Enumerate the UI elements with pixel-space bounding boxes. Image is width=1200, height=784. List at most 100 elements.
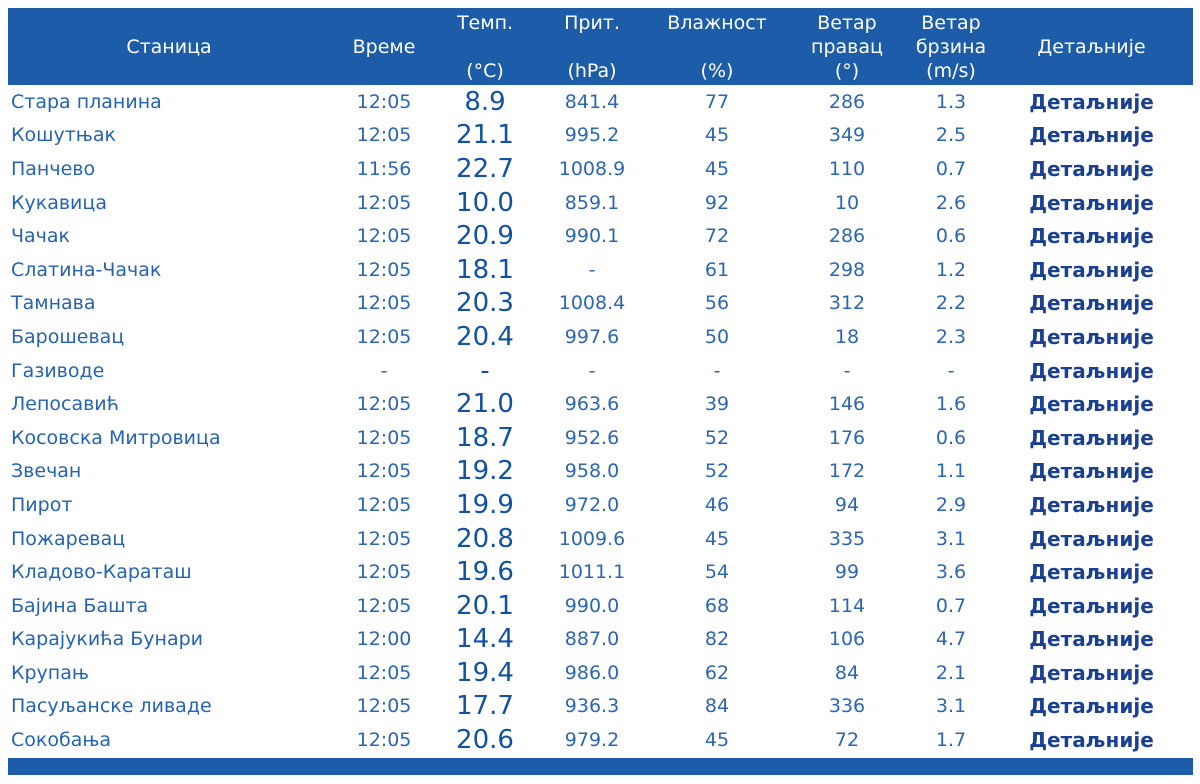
temperature-value: 14.4 <box>456 624 514 655</box>
wind-speed-value: 0.7 <box>935 157 967 180</box>
pressure-value: 841.4 <box>564 90 620 113</box>
humidity-value: 72 <box>704 225 730 248</box>
temperature-value: 10.0 <box>456 187 514 218</box>
humidity-value: 77 <box>704 90 730 113</box>
wind-speed-value: 3.6 <box>935 561 967 584</box>
details-link[interactable]: Детаљније <box>1029 560 1154 585</box>
details-link[interactable]: Детаљније <box>1029 123 1154 148</box>
wind-direction-value: 312 <box>828 292 866 315</box>
pressure-value: 952.6 <box>564 426 620 449</box>
temperature-value: 20.9 <box>456 221 514 252</box>
wind-direction-value: 336 <box>828 695 866 718</box>
temperature-value: 18.7 <box>456 422 514 453</box>
table-header: Станица Време Темп. (°C) Прит. (hPa) <box>8 8 1193 85</box>
details-link[interactable]: Детаљније <box>1029 190 1154 215</box>
station-name: Пожаревац <box>11 527 126 550</box>
column-header-time: Време <box>330 8 438 85</box>
details-link[interactable]: Детаљније <box>1029 358 1154 383</box>
observation-time: 11:56 <box>356 157 412 180</box>
column-header-temperature: Темп. (°C) <box>438 8 532 85</box>
details-cell: Детаљније <box>990 690 1193 724</box>
details-link[interactable]: Детаљније <box>1029 492 1154 517</box>
details-link[interactable]: Детаљније <box>1029 324 1154 349</box>
details-cell: Детаљније <box>990 589 1193 623</box>
details-link[interactable]: Детаљније <box>1029 257 1154 282</box>
wind-direction-value: 84 <box>834 661 860 684</box>
humidity-value: 82 <box>704 628 730 651</box>
observation-time: 12:05 <box>356 124 412 147</box>
wind-speed-value: - <box>947 359 955 382</box>
temperature-value: 19.9 <box>456 489 514 520</box>
temperature-value: 18.1 <box>456 254 514 285</box>
pressure-value: 963.6 <box>564 393 620 416</box>
wind-direction-value: 18 <box>834 325 860 348</box>
details-cell: Детаљније <box>990 186 1193 220</box>
wind-speed-value: 3.1 <box>935 527 967 550</box>
wind-direction-value: 99 <box>834 561 860 584</box>
wind-speed-value: 2.1 <box>935 661 967 684</box>
pressure-value: 958.0 <box>564 460 620 483</box>
station-name: Слатина-Чачак <box>11 258 162 281</box>
station-row: Пирот 12:05 19.9 972.0 46 94 2.9 Детаљни… <box>8 488 1193 522</box>
station-row: Косовска Митровица 12:05 18.7 952.6 52 1… <box>8 421 1193 455</box>
pressure-value: 1008.9 <box>558 157 626 180</box>
humidity-value: 92 <box>704 191 730 214</box>
station-name: Лепосавић <box>11 393 120 416</box>
details-link[interactable]: Детаљније <box>1029 224 1154 249</box>
temperature-value: 20.3 <box>456 288 514 319</box>
wind-speed-value: 3.1 <box>935 695 967 718</box>
station-row: Барошевац 12:05 20.4 997.6 50 18 2.3 Дет… <box>8 320 1193 354</box>
details-link[interactable]: Детаљније <box>1029 526 1154 551</box>
wind-speed-value: 2.6 <box>935 191 967 214</box>
temperature-value: 19.2 <box>456 456 514 487</box>
wind-direction-value: 286 <box>828 90 866 113</box>
column-header-details: Детаљније <box>990 8 1193 85</box>
station-name: Газиводе <box>11 359 105 382</box>
details-link[interactable]: Детаљније <box>1029 694 1154 719</box>
details-link[interactable]: Детаљније <box>1029 425 1154 450</box>
details-link[interactable]: Детаљније <box>1029 593 1154 618</box>
wind-direction-value: 110 <box>828 157 866 180</box>
wind-direction-value: 286 <box>828 225 866 248</box>
details-link[interactable]: Детаљније <box>1029 392 1154 417</box>
details-cell: Детаљније <box>990 119 1193 153</box>
station-name: Пасуљанске ливаде <box>11 695 212 718</box>
details-cell: Детаљније <box>990 656 1193 690</box>
details-cell: Детаљније <box>990 253 1193 287</box>
observation-time: 12:05 <box>356 661 412 684</box>
details-link[interactable]: Детаљније <box>1029 156 1154 181</box>
station-name: Панчево <box>11 157 96 180</box>
station-name: Тамнава <box>11 292 96 315</box>
pressure-value: - <box>588 258 596 281</box>
details-link[interactable]: Детаљније <box>1029 291 1154 316</box>
observation-time: 12:05 <box>356 426 412 449</box>
observation-time: 12:05 <box>356 292 412 315</box>
details-link[interactable]: Детаљније <box>1029 459 1154 484</box>
details-cell: Детаљније <box>990 555 1193 589</box>
pressure-value: 887.0 <box>564 628 620 651</box>
details-link[interactable]: Детаљније <box>1029 660 1154 685</box>
wind-speed-value: 4.7 <box>935 628 967 651</box>
details-link[interactable]: Детаљније <box>1029 627 1154 652</box>
humidity-value: 45 <box>704 527 730 550</box>
details-link[interactable]: Детаљније <box>1029 728 1154 753</box>
station-name: Кошутњак <box>11 124 117 147</box>
column-header-wind-speed: Ветар брзина (m/s) <box>912 8 990 85</box>
wind-direction-value: 146 <box>828 393 866 416</box>
observation-time: 12:05 <box>356 90 412 113</box>
humidity-value: 52 <box>704 460 730 483</box>
wind-speed-value: 1.1 <box>935 460 967 483</box>
observation-time: 12:05 <box>356 527 412 550</box>
observation-time: 12:05 <box>356 695 412 718</box>
details-link[interactable]: Детаљније <box>1029 89 1154 114</box>
station-row: Пожаревац 12:05 20.8 1009.6 45 335 3.1 Д… <box>8 522 1193 556</box>
details-cell: Детаљније <box>990 354 1193 388</box>
weather-stations-table: Станица Време Темп. (°C) Прит. (hPa) <box>8 8 1193 757</box>
wind-speed-value: 1.3 <box>935 90 967 113</box>
wind-direction-value: 106 <box>828 628 866 651</box>
observation-time: 12:05 <box>356 225 412 248</box>
station-row: Тамнава 12:05 20.3 1008.4 56 312 2.2 Дет… <box>8 287 1193 321</box>
wind-direction-value: 349 <box>828 124 866 147</box>
wind-speed-value: 0.6 <box>935 426 967 449</box>
